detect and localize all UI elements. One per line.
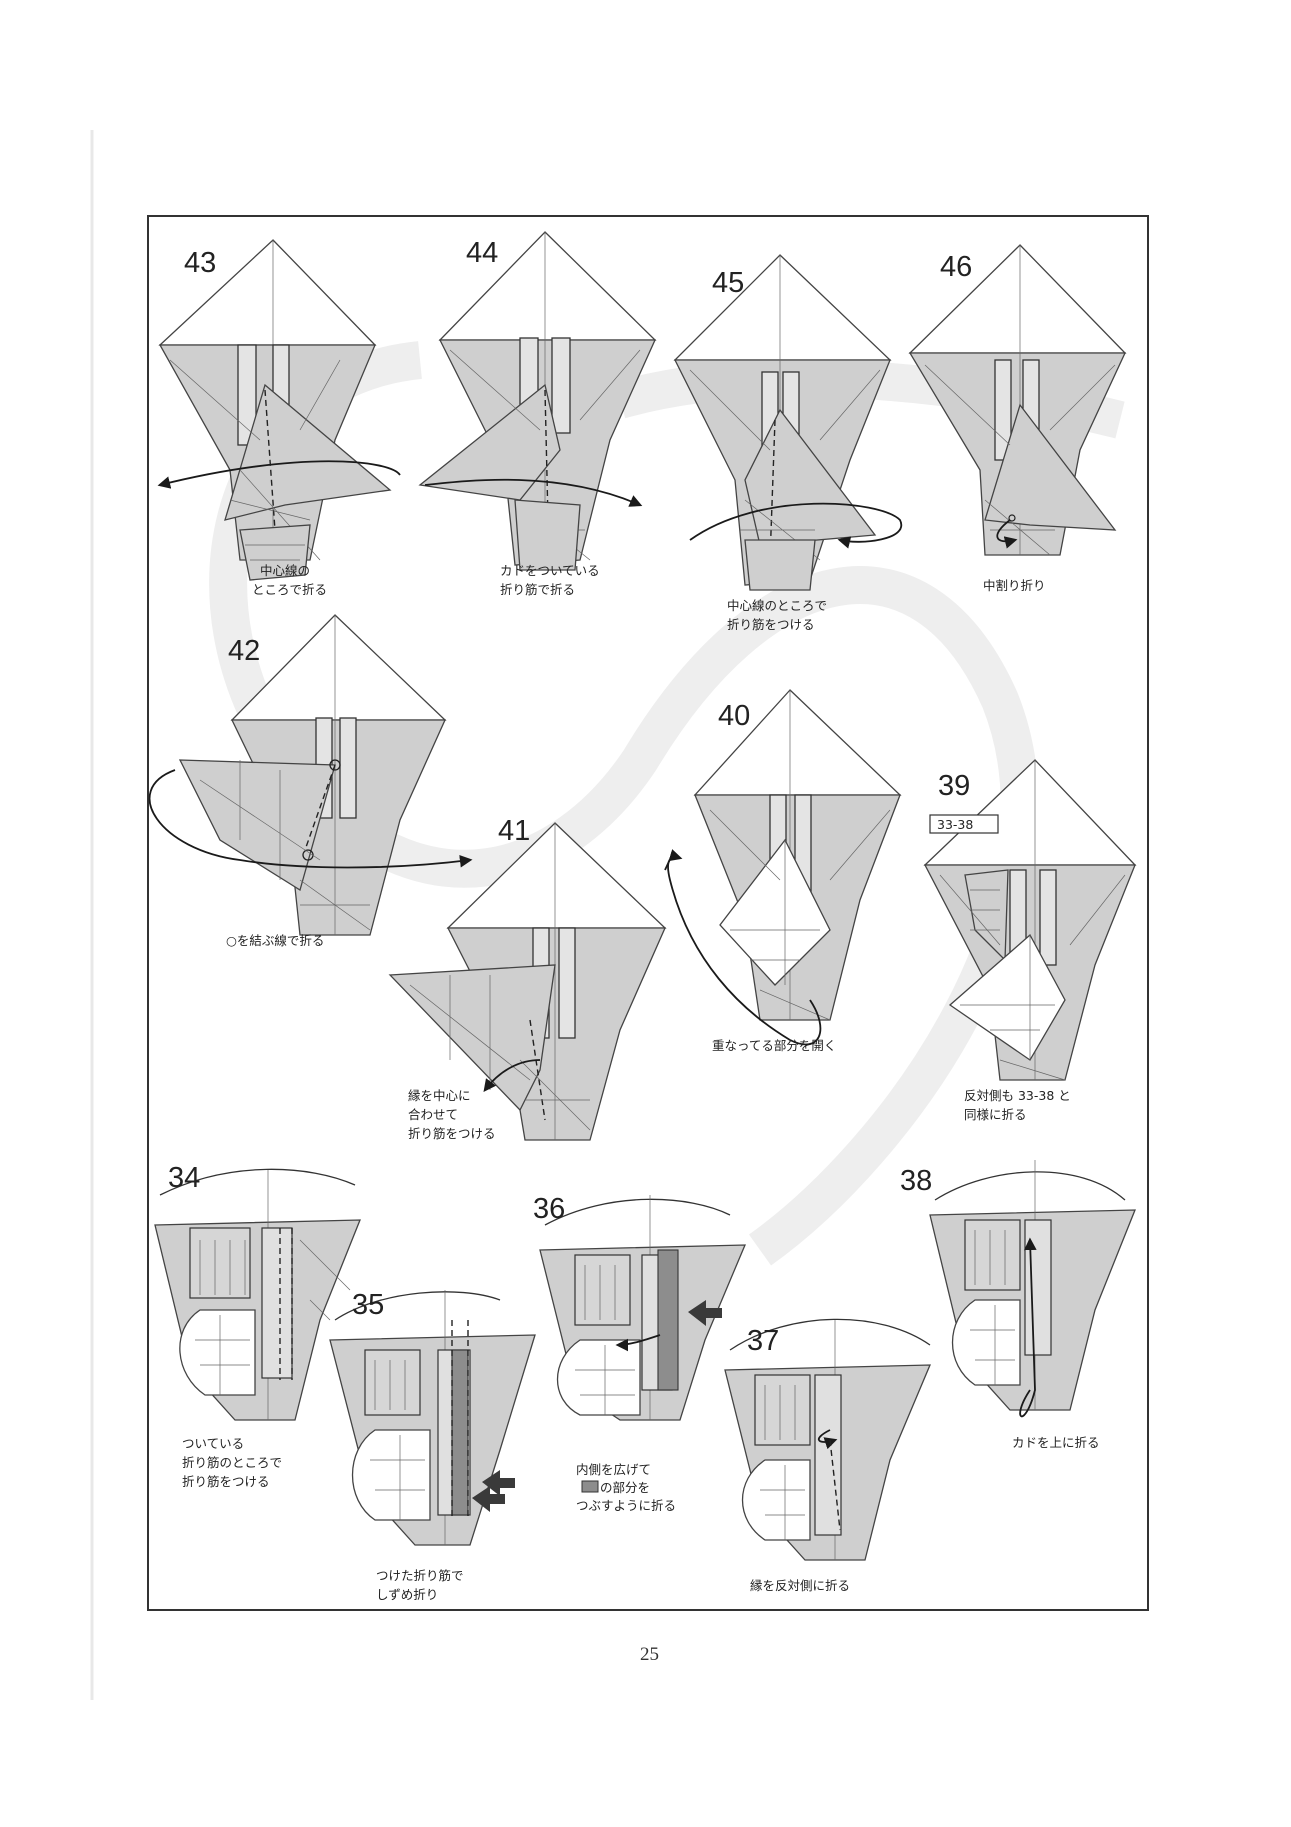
caption-swatch <box>581 1480 599 1493</box>
step-46-caption: 中割り折り <box>983 578 1046 593</box>
step-42-caption: ○を結ぶ線で折る <box>226 933 324 948</box>
step-35-diagram <box>329 1290 536 1546</box>
step-39-tag: 33-38 <box>937 817 973 832</box>
step-40-caption: 重なってる部分を開く <box>712 1038 836 1053</box>
step-38-number: 38 <box>900 1165 932 1197</box>
step-39-caption: 反対側も 33-38 と 同様に折る <box>964 1088 1075 1122</box>
step-37-number: 37 <box>747 1325 779 1357</box>
step-45-diagram <box>673 254 903 591</box>
step-37-caption: 縁を反対側に折る <box>750 1578 850 1593</box>
step-40-number: 40 <box>718 700 750 732</box>
step-38-diagram <box>929 1160 1136 1418</box>
step-38-caption: カドを上に折る <box>1012 1435 1100 1450</box>
step-46-diagram <box>908 244 1127 556</box>
step-34-diagram <box>154 1168 361 1421</box>
step-44-diagram <box>418 231 657 571</box>
step-39-number: 39 <box>938 770 970 802</box>
step-36-caption: 内側を広げて の部分を つぶすように折る <box>576 1462 676 1513</box>
step-43-diagram <box>157 239 401 581</box>
step-36-number: 36 <box>533 1193 565 1225</box>
step-42-number: 42 <box>228 635 260 667</box>
page-number: 25 <box>640 1644 659 1665</box>
step-34-caption: ついている 折り筋のところで 折り筋をつける <box>182 1436 286 1489</box>
step-43-number: 43 <box>184 247 216 279</box>
step-44-caption: カドをついている 折り筋で折る <box>500 563 604 597</box>
step-34-number: 34 <box>168 1162 200 1194</box>
step-45-number: 45 <box>712 267 744 299</box>
step-35-shaded-region <box>451 1349 469 1516</box>
step-46-number: 46 <box>940 251 972 283</box>
step-37-diagram <box>724 1318 931 1561</box>
step-40-diagram <box>664 689 902 1046</box>
step-39-tag-box <box>929 814 999 834</box>
step-41-number: 41 <box>498 815 530 847</box>
step-35-caption: つけた折り筋で しずめ折り <box>376 1568 468 1602</box>
step-39-diagram <box>923 759 1137 1081</box>
step-42-diagram <box>148 614 473 936</box>
step-36-shaded-region <box>657 1249 679 1391</box>
step-44-number: 44 <box>466 237 498 269</box>
step-45-caption: 中心線のところで 折り筋をつける <box>727 598 831 632</box>
step-43-caption: 中心線の ところで折る <box>252 563 327 597</box>
step-35-number: 35 <box>352 1289 384 1321</box>
step-41-caption: 縁を中心に 合わせて 折り筋をつける <box>408 1088 496 1141</box>
step-36-diagram <box>539 1195 746 1421</box>
step-41-diagram <box>388 822 667 1141</box>
